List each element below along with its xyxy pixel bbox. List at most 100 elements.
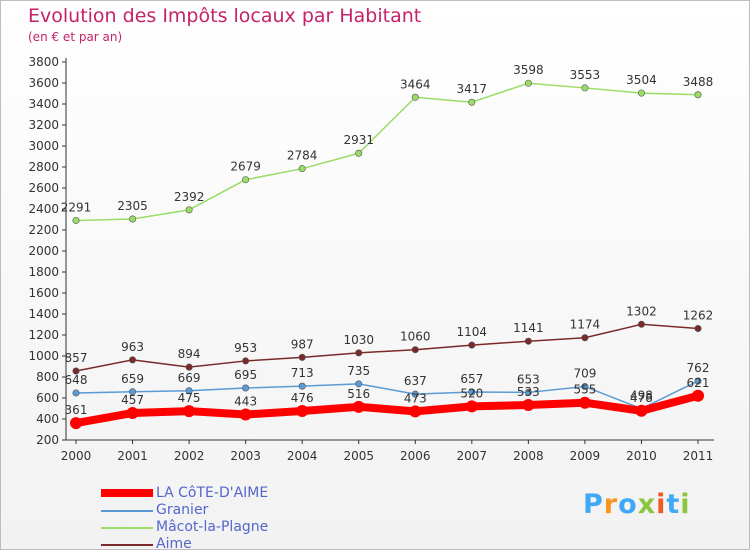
y-tick-label: 2200: [28, 223, 59, 237]
data-point: [72, 389, 80, 397]
data-point: [129, 388, 137, 396]
data-label: 533: [517, 385, 540, 399]
x-tick-label: 2009: [570, 449, 601, 463]
chart-subtitle: (en € et par an): [28, 30, 123, 44]
y-tick-label: 600: [36, 391, 59, 405]
series-line: [75, 82, 699, 222]
y-tick-label: 1400: [28, 307, 59, 321]
data-point: [411, 346, 419, 354]
data-label: 735: [347, 364, 370, 378]
data-label: 473: [404, 391, 427, 405]
x-tick-label: 2002: [174, 449, 205, 463]
data-point: [239, 408, 252, 421]
data-point: [692, 389, 704, 402]
logo-letter: P: [583, 489, 604, 520]
x-tick-label: 2010: [626, 449, 657, 463]
proxiti-logo: Proxiti: [583, 489, 691, 520]
y-tick-label: 800: [36, 370, 59, 384]
data-label: 3417: [457, 82, 488, 96]
data-point: [185, 387, 193, 395]
data-point: [468, 98, 476, 106]
data-point: [694, 377, 702, 385]
data-point: [183, 405, 196, 418]
logo-letter: i: [680, 489, 691, 520]
data-label: 1174: [570, 318, 601, 332]
logo-letter: i: [656, 489, 667, 520]
data-label: 475: [178, 391, 201, 405]
x-tick-label: 2006: [400, 449, 431, 463]
legend-label: Mâcot-la-Plagne: [156, 519, 269, 535]
data-label: 476: [291, 391, 314, 405]
data-label: 443: [234, 394, 257, 408]
x-tick-label: 2007: [457, 449, 488, 463]
legend-swatch: [101, 510, 153, 512]
data-point: [355, 349, 363, 357]
data-label: 2679: [230, 160, 261, 174]
data-point: [185, 206, 193, 214]
data-label: 1302: [626, 304, 657, 318]
y-tick-label: 1000: [28, 349, 59, 363]
logo-letter: r: [603, 489, 619, 520]
data-label: 1141: [513, 321, 544, 335]
series-line: [72, 391, 702, 428]
data-label: 762: [687, 361, 710, 375]
legend-label: LA CôTE-D'AIME: [156, 485, 269, 501]
series-line: [75, 323, 699, 372]
data-point: [694, 91, 702, 99]
data-point: [72, 216, 80, 224]
data-label: 709: [573, 367, 596, 381]
y-tick-label: 1600: [28, 286, 59, 300]
data-point: [129, 356, 137, 364]
data-point: [298, 382, 306, 390]
data-point: [694, 324, 702, 332]
data-label: 457: [121, 393, 144, 407]
y-tick-label: 2800: [28, 160, 59, 174]
data-point: [185, 363, 193, 371]
series-line: [75, 380, 699, 410]
legend-label: Granier: [156, 502, 209, 518]
data-point: [524, 337, 532, 345]
data-label: 3598: [513, 63, 544, 77]
x-tick-label: 2008: [513, 449, 544, 463]
data-point: [468, 388, 476, 396]
data-point: [411, 93, 419, 101]
data-label: 498: [630, 389, 653, 403]
data-point: [578, 396, 591, 409]
data-label: 2931: [343, 133, 374, 147]
data-label: 1262: [683, 308, 714, 322]
data-label: 520: [460, 386, 483, 400]
data-label: 3488: [683, 75, 714, 89]
data-label: 621: [687, 376, 710, 390]
data-label: 637: [404, 374, 427, 388]
y-tick-label: 3800: [28, 55, 59, 69]
data-point: [355, 149, 363, 157]
data-label: 361: [65, 403, 88, 417]
legend-swatch: [101, 489, 153, 497]
data-label: 953: [234, 341, 257, 355]
data-label: 669: [178, 371, 201, 385]
data-label: 1030: [343, 333, 374, 347]
data-label: 894: [178, 347, 201, 361]
legend-label: Aime: [156, 536, 192, 552]
data-point: [352, 400, 365, 413]
data-point: [465, 400, 478, 413]
y-tick-label: 1200: [28, 328, 59, 342]
data-label: 963: [121, 340, 144, 354]
data-point: [355, 380, 363, 388]
data-label: 516: [347, 387, 370, 401]
x-tick-label: 2004: [287, 449, 318, 463]
data-label: 659: [121, 372, 144, 386]
data-point: [637, 320, 645, 328]
y-tick-label: 3200: [28, 118, 59, 132]
y-tick-label: 1800: [28, 265, 59, 279]
data-label: 657: [460, 372, 483, 386]
data-point: [126, 407, 139, 420]
data-point: [581, 84, 589, 92]
data-point: [129, 215, 137, 223]
y-tick-label: 2400: [28, 202, 59, 216]
data-label: 3553: [570, 68, 601, 82]
data-point: [637, 89, 645, 97]
x-tick-label: 2005: [343, 449, 374, 463]
data-point: [409, 405, 422, 418]
